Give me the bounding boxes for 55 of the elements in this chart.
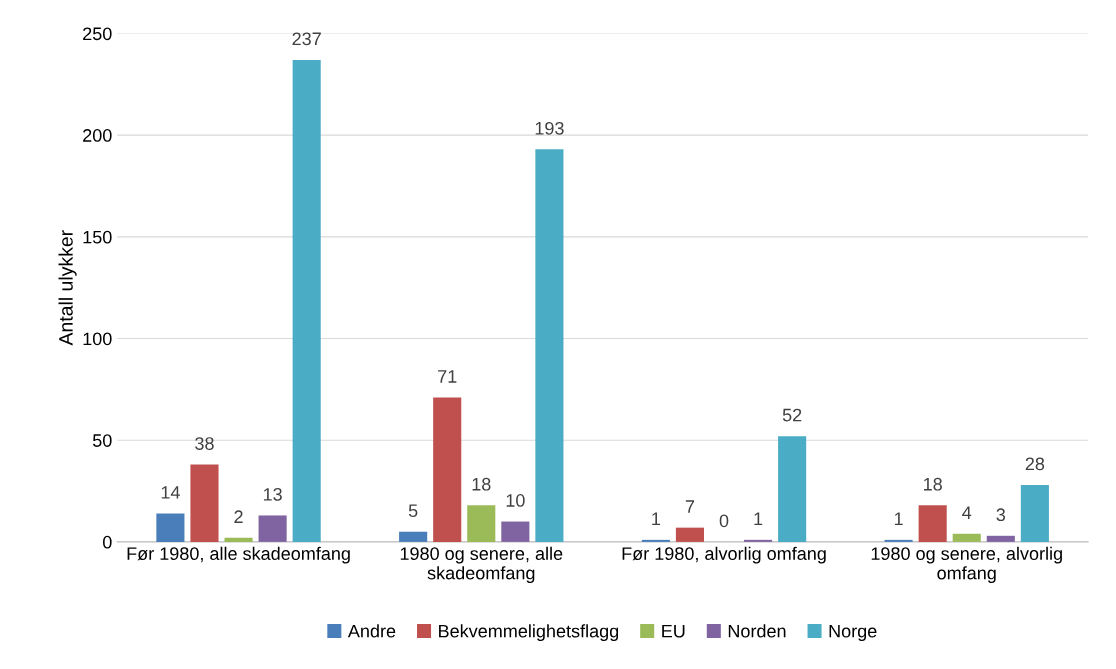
bar [467, 505, 496, 542]
data-label: 1 [652, 512, 661, 525]
legend-label: Norden [728, 624, 786, 638]
bar [744, 539, 773, 542]
bar [918, 505, 947, 542]
data-label: 0 [719, 514, 729, 528]
x-tick-label: Før 1980, alvorlig omfang [622, 546, 826, 564]
bar [535, 149, 564, 542]
data-label: 193 [535, 121, 564, 135]
x-tick-label: Før 1980, alle skadeomfang [127, 546, 350, 564]
bar [433, 397, 462, 542]
y-tick-label: 250 [83, 27, 112, 41]
data-label: 38 [195, 437, 214, 450]
bar [258, 515, 287, 542]
legend-label: Norge [829, 624, 877, 642]
data-label: 71 [438, 370, 457, 383]
data-label: 10 [506, 494, 525, 507]
y-tick-label: 0 [102, 535, 112, 549]
data-label: 18 [924, 477, 942, 491]
bar [190, 464, 219, 542]
y-tick-label: 100 [83, 332, 112, 346]
data-label: 13 [263, 487, 282, 501]
data-label: 4 [962, 506, 972, 519]
data-label: 237 [292, 32, 321, 46]
bar [224, 537, 253, 542]
bar [399, 531, 428, 542]
legend-label: Andre [347, 624, 396, 638]
data-label: 1 [894, 512, 903, 525]
bar [156, 513, 185, 542]
data-label: 52 [782, 408, 802, 422]
data-label: 14 [161, 486, 180, 499]
x-tick-label: 1980 og senere, alvorlig omfang [871, 546, 1062, 584]
bar [884, 539, 913, 542]
bar [292, 59, 321, 542]
y-tick-label: 150 [83, 230, 112, 244]
data-label: 1 [754, 512, 763, 525]
y-tick-label: 200 [83, 129, 112, 142]
y-tick-label: 50 [92, 434, 112, 447]
bar [952, 533, 981, 542]
data-label: 2 [234, 510, 243, 523]
data-label: 3 [996, 508, 1006, 522]
data-label: 28 [1025, 457, 1045, 471]
legend-label: EU [662, 624, 685, 638]
legend-label: Bekvemmelighetsflagg [439, 624, 619, 642]
bar [675, 527, 704, 542]
bar [501, 521, 530, 542]
data-label: 18 [472, 477, 491, 491]
bar [778, 436, 807, 542]
x-tick-label: 1980 og senere, alle skadeomfang [400, 546, 563, 584]
bar [986, 535, 1015, 542]
data-label: 7 [685, 500, 695, 513]
y-axis-title: Antall ulykker [58, 230, 77, 346]
bar [1020, 484, 1049, 542]
bar [641, 539, 670, 542]
data-label: 5 [408, 504, 418, 518]
